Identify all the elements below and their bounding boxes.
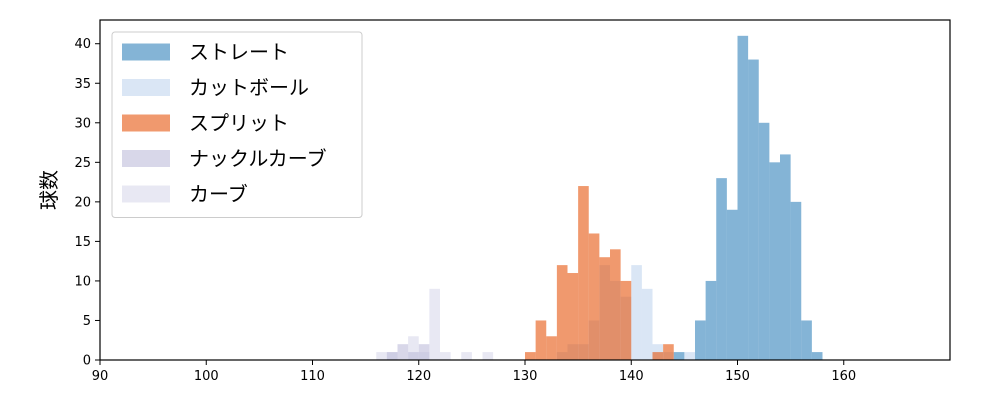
- legend-swatch: [122, 79, 170, 96]
- histogram-bar: [758, 122, 770, 360]
- histogram-bar: [748, 59, 759, 361]
- histogram-bar: [525, 352, 536, 360]
- histogram-bar: [641, 288, 653, 360]
- y-tick-label: 5: [83, 314, 91, 329]
- histogram-bar: [610, 249, 621, 360]
- histogram-bar: [588, 233, 600, 360]
- histogram-bar: [546, 336, 557, 360]
- x-tick-label: 120: [406, 369, 431, 384]
- histogram-bar: [695, 320, 706, 360]
- y-tick-label: 0: [83, 354, 91, 369]
- x-tick-label: 160: [831, 369, 856, 384]
- legend-swatch: [122, 114, 170, 132]
- y-tick-label: 20: [74, 195, 91, 210]
- histogram-bar: [418, 352, 430, 360]
- histogram-bar: [631, 265, 642, 360]
- histogram-bar: [567, 273, 579, 360]
- histogram-bar: [429, 288, 440, 360]
- y-tick-label: 35: [74, 77, 91, 92]
- histogram-bar: [716, 178, 727, 360]
- histogram-bar: [461, 352, 472, 360]
- y-tick-label: 25: [74, 156, 91, 171]
- legend-label: カーブ: [189, 182, 248, 206]
- histogram-bar: [780, 154, 791, 360]
- legend-label: ストレート: [189, 40, 289, 64]
- histogram-bar: [769, 162, 780, 360]
- histogram-bar: [376, 352, 387, 360]
- y-tick-label: 30: [74, 116, 91, 131]
- histogram-bar: [652, 352, 664, 360]
- x-tick-label: 100: [194, 369, 219, 384]
- legend-box: [111, 31, 363, 218]
- y-tick-label: 15: [74, 235, 91, 250]
- histogram-bar: [737, 35, 749, 360]
- histogram-bar: [482, 352, 494, 360]
- histogram-bar: [726, 209, 738, 360]
- x-tick-label: 130: [513, 369, 538, 384]
- histogram-bar: [801, 320, 812, 360]
- y-axis-label: 球数: [37, 170, 61, 210]
- histogram-bar: [397, 344, 409, 360]
- y-tick-label: 40: [74, 37, 91, 52]
- histogram-bar: [578, 186, 589, 360]
- x-tick-label: 140: [619, 369, 644, 384]
- histogram-bar: [599, 257, 610, 360]
- histogram-bar: [663, 344, 674, 360]
- histogram-bar: [705, 280, 717, 360]
- histogram-bar: [673, 352, 685, 360]
- histogram-bar: [620, 280, 632, 360]
- histogram-bar: [811, 352, 823, 360]
- histogram-bar: [535, 320, 547, 360]
- histogram-bar: [418, 344, 430, 360]
- legend-swatch: [122, 150, 170, 167]
- x-axis: 90 100 110 120 130 140 150 160: [92, 360, 856, 384]
- histogram-bar: [440, 352, 451, 360]
- legend-swatch: [122, 43, 170, 61]
- y-axis: 0 5 10 15 20 25 30 35 40: [74, 37, 100, 369]
- legend-swatch: [122, 185, 170, 203]
- x-tick-label: 90: [92, 369, 109, 384]
- x-tick-label: 110: [300, 369, 325, 384]
- histogram-bar: [386, 352, 398, 360]
- legend-label: スプリット: [189, 111, 289, 135]
- legend-label: カットボール: [189, 76, 309, 100]
- legend-label: ナックルカーブ: [189, 147, 327, 171]
- histogram-bar: [556, 265, 568, 360]
- bars-layer: [376, 35, 823, 361]
- histogram-bar: [386, 352, 398, 360]
- histogram-bar: [790, 201, 802, 360]
- histogram-bar: [408, 352, 419, 360]
- histogram-bar: [684, 352, 695, 360]
- histogram-bar: [408, 336, 419, 360]
- y-tick-label: 10: [74, 274, 91, 289]
- x-tick-label: 150: [725, 369, 750, 384]
